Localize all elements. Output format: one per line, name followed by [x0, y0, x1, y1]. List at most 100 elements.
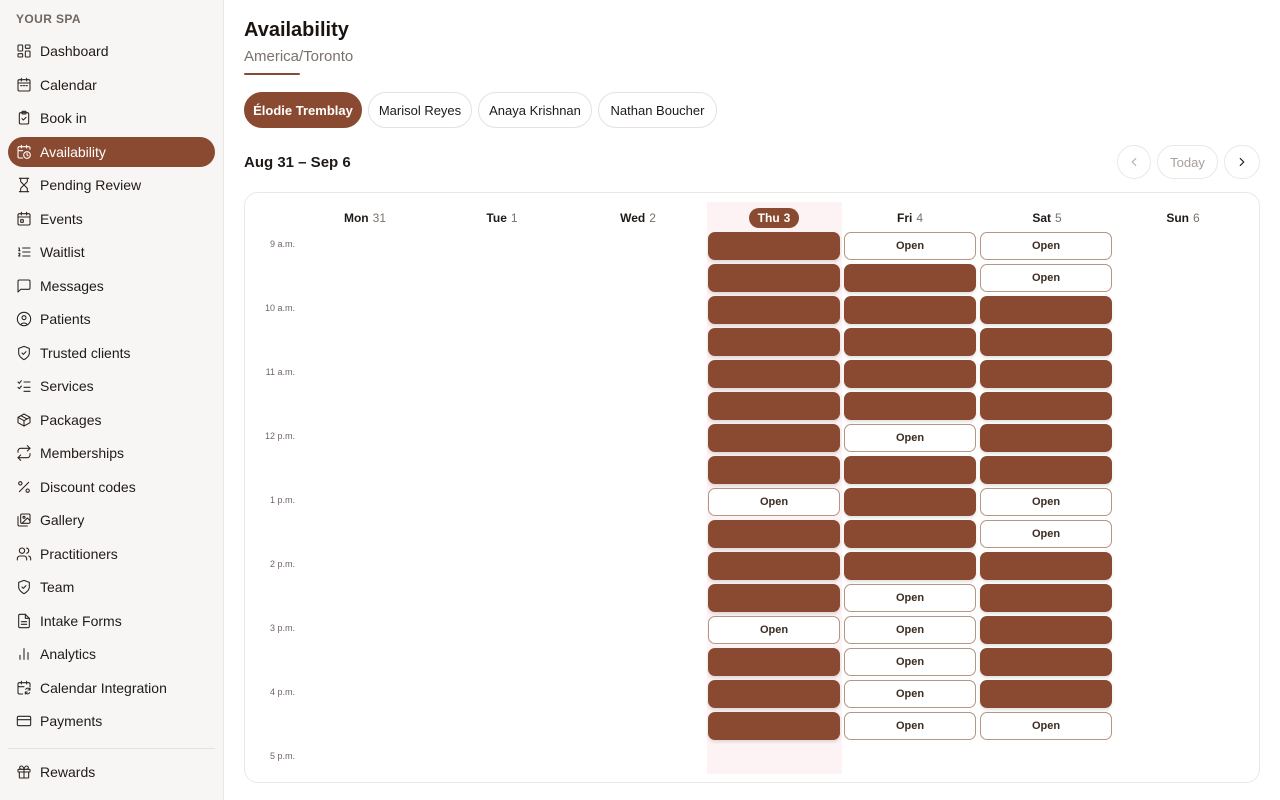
- sidebar-item-services[interactable]: Services: [8, 371, 215, 401]
- practitioner-tab-marisol-reyes[interactable]: Marisol Reyes: [368, 92, 472, 128]
- booked-slot[interactable]: [708, 264, 840, 292]
- open-slot[interactable]: Open: [844, 712, 976, 740]
- today-button[interactable]: Today: [1157, 145, 1218, 179]
- booked-slot[interactable]: [844, 328, 976, 356]
- sidebar-item-memberships[interactable]: Memberships: [8, 438, 215, 468]
- open-slot[interactable]: Open: [980, 488, 1112, 516]
- sidebar-item-label: Team: [40, 579, 75, 595]
- booked-slot[interactable]: [708, 424, 840, 452]
- open-slot[interactable]: Open: [980, 712, 1112, 740]
- booked-slot[interactable]: [844, 552, 976, 580]
- open-slot[interactable]: Open: [980, 264, 1112, 292]
- day-name: Thu: [757, 211, 780, 225]
- booked-slot[interactable]: [980, 584, 1112, 612]
- page-title: Availability: [244, 19, 349, 41]
- sidebar-item-availability[interactable]: Availability: [8, 136, 215, 167]
- sidebar-item-waitlist[interactable]: Waitlist: [8, 237, 215, 267]
- booked-slot[interactable]: [980, 648, 1112, 676]
- open-slot[interactable]: Open: [844, 616, 976, 644]
- shield-icon: [16, 579, 32, 595]
- sidebar-item-intake-forms[interactable]: Intake Forms: [8, 606, 215, 636]
- open-slot[interactable]: Open: [708, 616, 840, 644]
- open-slot[interactable]: Open: [980, 232, 1112, 260]
- message-icon: [16, 278, 32, 294]
- calendar-icon: [16, 77, 32, 93]
- booked-slot[interactable]: [980, 328, 1112, 356]
- next-week-button[interactable]: [1224, 145, 1260, 179]
- open-slot[interactable]: Open: [844, 584, 976, 612]
- booked-slot[interactable]: [708, 392, 840, 420]
- sidebar-item-label: Dashboard: [40, 43, 109, 59]
- open-slot[interactable]: Open: [844, 232, 976, 260]
- grid-icon: [16, 43, 32, 59]
- booked-slot[interactable]: [708, 680, 840, 708]
- users-icon: [16, 546, 32, 562]
- day-header-wed: Wed 2: [578, 207, 698, 229]
- sidebar-item-dashboard[interactable]: Dashboard: [8, 36, 215, 66]
- sidebar-item-book-in[interactable]: Book in: [8, 103, 215, 133]
- open-slot[interactable]: Open: [844, 680, 976, 708]
- booked-slot[interactable]: [844, 520, 976, 548]
- booked-slot[interactable]: [980, 680, 1112, 708]
- sidebar-item-calendar-integration[interactable]: Calendar Integration: [8, 673, 215, 703]
- sidebar-item-label: Waitlist: [40, 244, 85, 260]
- booked-slot[interactable]: [708, 520, 840, 548]
- sidebar-item-discount-codes[interactable]: Discount codes: [8, 472, 215, 502]
- booked-slot[interactable]: [980, 456, 1112, 484]
- sidebar-item-practitioners[interactable]: Practitioners: [8, 539, 215, 569]
- booked-slot[interactable]: [844, 360, 976, 388]
- credit-card-icon: [16, 713, 32, 729]
- day-number: 6: [1192, 211, 1200, 225]
- prev-week-button[interactable]: [1117, 145, 1151, 179]
- sidebar-item-label: Calendar: [40, 76, 97, 93]
- open-slot[interactable]: Open: [844, 648, 976, 676]
- user-circle-icon: [16, 311, 32, 327]
- week-range: Aug 31 – Sep 6: [244, 154, 351, 171]
- sidebar-item-payments[interactable]: Payments: [8, 706, 215, 736]
- booked-slot[interactable]: [708, 360, 840, 388]
- practitioner-tab-elodie-tremblay[interactable]: Élodie Tremblay: [244, 92, 362, 128]
- open-slot[interactable]: Open: [980, 520, 1112, 548]
- booked-slot[interactable]: [844, 456, 976, 484]
- sidebar-item-messages[interactable]: Messages: [8, 271, 215, 301]
- booked-slot[interactable]: [980, 424, 1112, 452]
- day-header-fri: Fri 4: [850, 207, 970, 229]
- open-slot[interactable]: Open: [708, 488, 840, 516]
- booked-slot[interactable]: [980, 296, 1112, 324]
- booked-slot[interactable]: [708, 648, 840, 676]
- sidebar-item-pending-review[interactable]: Pending Review: [8, 170, 215, 200]
- booked-slot[interactable]: [708, 456, 840, 484]
- sidebar-item-packages[interactable]: Packages: [8, 405, 215, 435]
- booked-slot[interactable]: [708, 328, 840, 356]
- booked-slot[interactable]: [708, 296, 840, 324]
- sidebar-item-events[interactable]: Events: [8, 204, 215, 234]
- sidebar-item-gallery[interactable]: Gallery: [8, 505, 215, 535]
- sidebar-item-rewards[interactable]: Rewards: [8, 757, 215, 787]
- sidebar-item-calendar[interactable]: Calendar: [8, 70, 215, 100]
- time-label: 4 p.m.: [269, 687, 295, 697]
- booked-slot[interactable]: [708, 584, 840, 612]
- chevron-right-icon: [1239, 157, 1245, 167]
- booked-slot[interactable]: [844, 264, 976, 292]
- open-slot[interactable]: Open: [844, 424, 976, 452]
- day-number: 5: [1055, 211, 1062, 225]
- booked-slot[interactable]: [844, 488, 976, 516]
- booked-slot[interactable]: [844, 392, 976, 420]
- day-name: Sat: [1032, 211, 1051, 225]
- booked-slot[interactable]: [708, 552, 840, 580]
- gift-icon: [16, 764, 32, 780]
- sidebar-item-team[interactable]: Team: [8, 572, 215, 602]
- sidebar-item-patients[interactable]: Patients: [8, 304, 215, 334]
- practitioner-tab-anaya-krishnan[interactable]: Anaya Krishnan: [478, 92, 592, 128]
- booked-slot[interactable]: [708, 712, 840, 740]
- sidebar-item-trusted-clients[interactable]: Trusted clients: [8, 338, 215, 368]
- booked-slot[interactable]: [980, 552, 1112, 580]
- booked-slot[interactable]: [844, 296, 976, 324]
- booked-slot[interactable]: [708, 232, 840, 260]
- practitioner-tab-nathan-boucher[interactable]: Nathan Boucher: [598, 92, 717, 128]
- sidebar-item-label: Intake Forms: [40, 612, 122, 629]
- booked-slot[interactable]: [980, 616, 1112, 644]
- booked-slot[interactable]: [980, 360, 1112, 388]
- booked-slot[interactable]: [980, 392, 1112, 420]
- sidebar-item-analytics[interactable]: Analytics: [8, 639, 215, 669]
